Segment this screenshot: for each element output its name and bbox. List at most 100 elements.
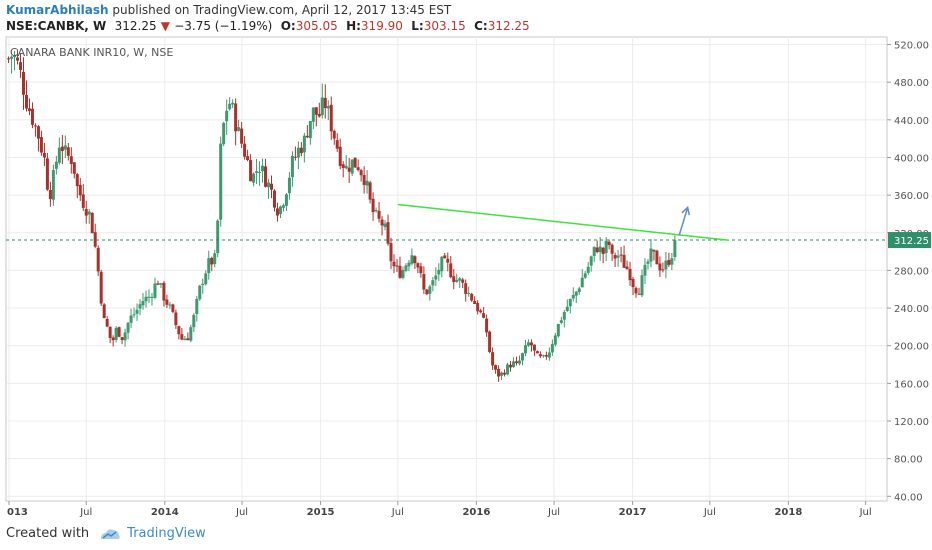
candle-body <box>377 210 381 219</box>
price-tag-bg <box>888 232 931 249</box>
candle-body <box>13 55 17 58</box>
candle-body <box>249 160 253 182</box>
candle-body <box>24 94 28 109</box>
candle-body <box>452 276 456 283</box>
candle-body <box>60 146 64 152</box>
candle-body <box>93 232 97 247</box>
candle-body <box>446 258 450 263</box>
candle-body <box>341 164 345 168</box>
candle-body <box>491 352 495 366</box>
candle-body <box>538 354 542 357</box>
candle-body <box>443 255 447 259</box>
candle-body <box>57 147 61 163</box>
candle-body <box>670 258 674 265</box>
candle-body <box>419 266 423 274</box>
candle-body <box>434 275 438 280</box>
y-tick-label: 520.00 <box>894 41 929 52</box>
open-value: 305.05 <box>295 19 338 33</box>
candle-body <box>649 248 653 262</box>
candle-body <box>284 194 288 206</box>
tradingview-logo-icon <box>101 528 120 539</box>
arrow-up-icon[interactable] <box>678 205 691 236</box>
candle-body <box>180 334 184 340</box>
candle-body <box>165 299 169 305</box>
open-label: O: <box>280 19 296 33</box>
candle-body <box>488 331 492 352</box>
candle-body <box>422 274 426 290</box>
candle-body <box>556 323 560 337</box>
y-tick-label: 80.00 <box>894 455 923 466</box>
candle-body <box>27 108 31 111</box>
candle-body <box>628 268 632 281</box>
candle-body <box>63 145 67 150</box>
candle-body <box>213 253 217 265</box>
candle-body <box>356 167 360 171</box>
candle-body <box>42 152 46 158</box>
candle-body <box>189 327 193 341</box>
candle-body <box>404 265 408 271</box>
symbol-label: NSE:CANBK, W <box>6 19 107 33</box>
candle-body <box>201 283 205 286</box>
candle-body <box>66 147 70 156</box>
candle-body <box>553 335 557 345</box>
candle-body <box>159 283 163 285</box>
candle-body <box>22 71 26 95</box>
arrow-head <box>681 205 691 216</box>
candle-body <box>461 279 465 283</box>
candle-body <box>314 107 318 115</box>
candle-body <box>335 140 339 149</box>
candle-body <box>299 147 303 154</box>
candle-body <box>311 107 315 122</box>
candle-body <box>526 342 530 346</box>
candle-body <box>586 266 590 273</box>
x-tick-label: 2014 <box>151 507 179 518</box>
candle-body <box>509 364 513 368</box>
candle-body <box>231 102 235 105</box>
candle-body <box>252 173 256 183</box>
candle-body <box>598 246 602 253</box>
candle-body <box>171 304 175 312</box>
price-axis[interactable]: 40.00 80.00 120.00 160.00 200.00 240.00 280.00… <box>887 41 929 504</box>
close-value: 312.25 <box>487 19 530 33</box>
candle-body <box>39 137 43 153</box>
y-tick-label: 240.00 <box>894 304 929 315</box>
trendline[interactable] <box>397 203 730 242</box>
candle-body <box>380 219 384 226</box>
candle-body <box>407 262 411 267</box>
candle-body <box>565 306 569 311</box>
candle-body <box>36 126 40 139</box>
candles[interactable] <box>7 49 677 382</box>
candle-body <box>19 62 23 70</box>
candle-body <box>33 125 37 127</box>
candle-body <box>195 298 199 314</box>
candle-body <box>347 167 351 172</box>
price-tag-label: 312.25 <box>894 236 929 247</box>
candle-body <box>625 266 629 270</box>
tradingview-brand[interactable]: TradingView <box>127 526 206 541</box>
x-tick-label: Jul <box>391 507 404 518</box>
candle-body <box>643 264 647 276</box>
candle-body <box>287 177 291 194</box>
candle-body <box>610 244 614 254</box>
candle-body <box>111 337 115 341</box>
candle-body <box>75 174 79 187</box>
candle-body <box>216 220 220 254</box>
candle-body <box>269 183 273 190</box>
candle-body <box>529 342 533 346</box>
author-link[interactable]: KumarAbhilash <box>6 3 109 17</box>
candle-body <box>222 122 226 145</box>
time-axis[interactable]: 013 Jul 2014 Jul 2015 Jul 2016 Jul 2017 Jul 2018 Ju… <box>7 501 872 518</box>
symbol-ohlc-line: NSE:CANBK, W 312.25 ▼ −3.75 (−1.19%) O:3… <box>6 19 530 33</box>
candle-body <box>129 315 133 323</box>
candle-body <box>589 256 593 266</box>
y-tick-label: 440.00 <box>894 116 929 127</box>
candle-body <box>506 364 510 375</box>
candle-body <box>661 269 665 271</box>
candle-body <box>515 361 519 364</box>
last-price: 312.25 <box>114 19 157 33</box>
candle-body <box>207 258 211 274</box>
candle-body <box>413 256 417 264</box>
candle-body <box>168 304 172 306</box>
close-label: C: <box>474 19 488 33</box>
